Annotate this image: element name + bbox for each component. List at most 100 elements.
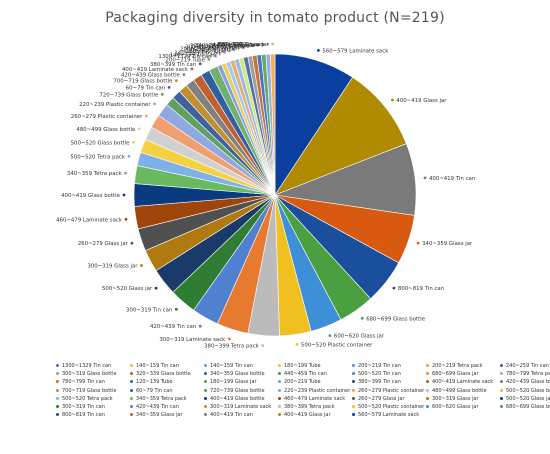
legend-swatch bbox=[352, 405, 355, 408]
legend-swatch bbox=[500, 405, 503, 408]
slice-label-dot bbox=[242, 45, 245, 49]
legend-item: 780~799 Tin can bbox=[56, 378, 105, 387]
legend-label: 780~799 Tetra pack bbox=[506, 371, 550, 378]
legend-swatch bbox=[426, 380, 429, 384]
slice-label-dot bbox=[416, 241, 420, 245]
legend-label: 200~219 Tin can bbox=[358, 363, 401, 369]
legend-swatch bbox=[204, 388, 207, 392]
slice-label-dot bbox=[256, 43, 260, 47]
legend-swatch bbox=[278, 388, 281, 392]
legend-label: 780~799 Tin can bbox=[62, 379, 105, 386]
legend-swatch bbox=[204, 413, 207, 417]
slice-label: 380~399 Tetra pack bbox=[204, 344, 260, 350]
legend-item: 220~239 Plastic container bbox=[278, 387, 350, 396]
slice-label: 320~339 Glass bottle bbox=[190, 44, 250, 50]
legend-item: 560~579 Laminate sack bbox=[352, 411, 419, 420]
legend-label: 300~319 Laminate sack bbox=[210, 404, 272, 410]
slice-label-dot bbox=[266, 42, 270, 46]
slice-label-dot bbox=[144, 114, 148, 118]
legend-label: 440~459 Tin can bbox=[284, 371, 327, 378]
legend-swatch bbox=[278, 405, 281, 408]
legend-label: 1300~1329 Tin can bbox=[62, 363, 112, 369]
slice-label: 400~419 Tin can bbox=[429, 176, 475, 182]
slice-label-dot bbox=[132, 140, 135, 144]
legend-swatch bbox=[278, 372, 281, 376]
legend-item: 240~259 Tin can bbox=[500, 362, 549, 371]
legend-swatch bbox=[278, 396, 281, 400]
slice-label-dot bbox=[391, 98, 394, 102]
slice-label-dot bbox=[261, 43, 265, 46]
legend-item: 260~279 Plastic container bbox=[352, 387, 424, 396]
legend-label: 260~279 Glass jar bbox=[358, 395, 405, 402]
slice-label-dot bbox=[154, 286, 158, 290]
legend-label: 240~259 Tin can bbox=[506, 363, 549, 369]
slice-label: 140~159 Tin can bbox=[170, 52, 216, 58]
slice-label-dot bbox=[261, 344, 265, 347]
slice-label: 380~399 Tin can bbox=[150, 62, 196, 68]
legend-label: 420~439 Tin can bbox=[136, 404, 179, 410]
slice-label: 600~620 Glass jar bbox=[334, 334, 385, 340]
legend-item: 200~219 Tetra pack bbox=[426, 362, 483, 371]
slice-label-dot bbox=[174, 307, 178, 311]
slice-label: 420~439 Tin can bbox=[150, 324, 196, 330]
legend-swatch bbox=[500, 380, 503, 384]
legend-label: 460~479 Laminate sack bbox=[284, 395, 346, 402]
slice-label-dot bbox=[124, 171, 127, 175]
legend-label: 260~279 Plastic container bbox=[358, 387, 425, 394]
slice-label-dot bbox=[251, 44, 255, 47]
slice-label-dot bbox=[182, 73, 186, 76]
legend-item: 300~319 Glass bottle bbox=[56, 370, 117, 379]
legend-item: 200~219 Tin can bbox=[352, 362, 401, 371]
legend-swatch bbox=[204, 364, 207, 367]
slice-label: 500~520 Glass bottle bbox=[71, 140, 131, 146]
legend-item: 720~739 Glass bottle bbox=[204, 387, 265, 396]
slice-label: 720~739 Glass bottle bbox=[99, 92, 159, 98]
slice-label-dot bbox=[137, 127, 141, 131]
legend-swatch bbox=[130, 413, 133, 417]
legend-item: 60~79 Tin can bbox=[130, 387, 173, 396]
legend-item: 320~339 Glass bottle bbox=[130, 370, 191, 379]
legend-label: 680~699 Glass bottle bbox=[506, 404, 550, 410]
legend-item: 1300~1329 Tin can bbox=[56, 362, 111, 371]
legend-label: 180~199 Glass jar bbox=[210, 379, 257, 386]
legend-label: 480~499 Glass bottle bbox=[432, 387, 487, 394]
legend-label: 560~579 Laminate sack bbox=[358, 412, 420, 419]
legend-label: 200~219 Tube bbox=[284, 379, 321, 386]
legend-label: 340~359 Glass jar bbox=[136, 412, 183, 419]
legend-swatch bbox=[500, 372, 503, 376]
legend-item: 400~419 Tin can bbox=[204, 411, 253, 420]
slice-label: 480~499 Glass bottle bbox=[76, 127, 136, 133]
legend-swatch bbox=[130, 364, 133, 367]
slice-label: 700~719 Glass bottle bbox=[113, 79, 173, 85]
legend-label: 300~319 Tin can bbox=[62, 404, 105, 410]
legend-swatch bbox=[426, 396, 429, 400]
legend-item: 500~520 Plastic container bbox=[352, 403, 424, 412]
legend-item: 460~479 Laminate sack bbox=[278, 395, 345, 404]
slice-label-dot bbox=[328, 334, 332, 337]
pie-slice bbox=[270, 53, 276, 196]
legend-swatch bbox=[500, 396, 503, 400]
legend-item: 420~439 Glass bottle bbox=[500, 378, 550, 387]
slice-label: 500~520 Glass jar bbox=[102, 286, 153, 292]
legend-swatch bbox=[426, 388, 429, 392]
slice-label: 200~219 Tetra pack bbox=[180, 46, 236, 52]
slice-label: 240~259 Tin can bbox=[193, 45, 239, 51]
legend-swatch bbox=[130, 380, 133, 384]
legend-swatch bbox=[278, 380, 281, 384]
slice-label-dot bbox=[198, 62, 202, 66]
legend-label: 400~419 Glass jar bbox=[284, 412, 331, 419]
slice-label: 460~479 Laminate sack bbox=[56, 217, 123, 223]
slice-label: 680~699 Glass jar bbox=[218, 42, 269, 48]
legend-swatch bbox=[352, 413, 355, 417]
slice-label-dot bbox=[167, 86, 171, 89]
slice-label-dot bbox=[295, 343, 299, 346]
legend-item: 300~319 Tin can bbox=[56, 403, 105, 412]
legend-item: 260~279 Glass jar bbox=[352, 395, 405, 404]
legend-swatch bbox=[130, 405, 133, 408]
slice-label-dot bbox=[218, 53, 222, 56]
legend-label: 300~319 Glass jar bbox=[432, 395, 479, 402]
slice-label: 500~520 Plastic container bbox=[301, 342, 373, 348]
legend-item: 300~319 Laminate sack bbox=[204, 403, 271, 412]
legend-label: 400~419 Laminate sack bbox=[432, 379, 494, 386]
